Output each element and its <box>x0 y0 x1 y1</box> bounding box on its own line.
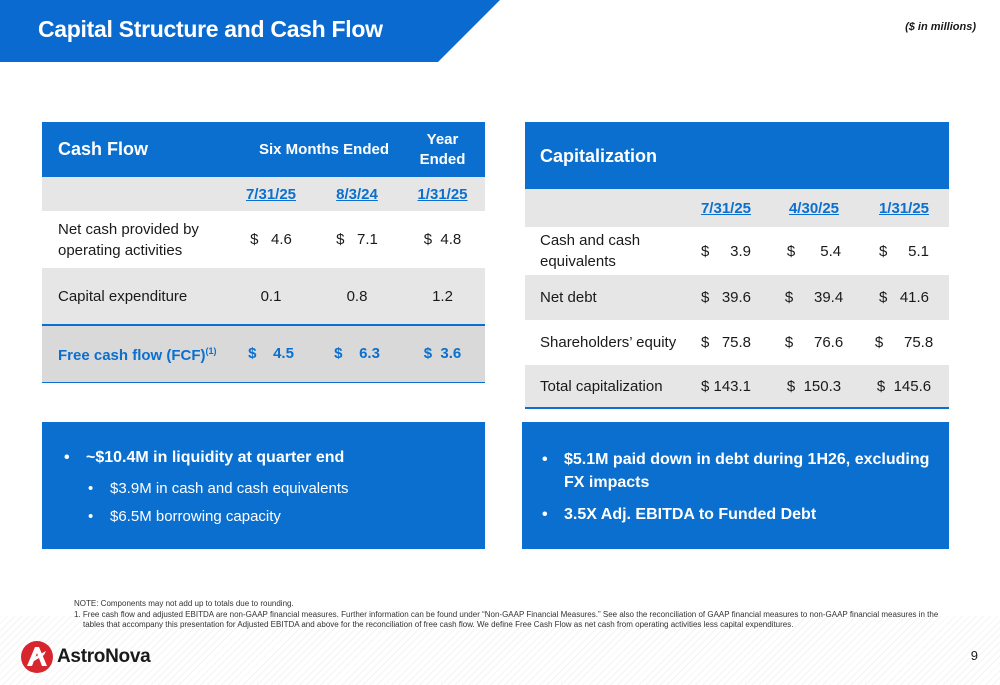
sub-bullet-item: • $3.9M in cash and cash equivalents <box>88 478 348 500</box>
cell-value: $ 145.6 <box>859 365 949 409</box>
bullet-text: 3.5X Adj. EBITDA to Funded Debt <box>564 506 817 523</box>
bullet-dot-icon: • <box>88 508 94 525</box>
title-band-shape <box>0 0 500 62</box>
page-title: Capital Structure and Cash Flow <box>38 16 383 42</box>
liquidity-callout: • ~$10.4M in liquidity at quarter end • … <box>42 422 485 549</box>
row-label: Net cash provided by operating activitie… <box>42 211 228 268</box>
row-label: Capital expenditure <box>42 268 228 326</box>
rounding-note: NOTE: Components may not add up to total… <box>74 599 294 608</box>
bullet-text: ~$10.4M in liquidity at quarter end <box>86 449 345 466</box>
date-header: 4/30/25 <box>769 189 859 227</box>
six-months-ended-header: Six Months Ended <box>228 122 400 177</box>
cell-value: $ 5.4 <box>786 242 842 260</box>
table-row: Capital expenditure 0.1 0.8 1.2 <box>42 268 485 326</box>
date-header: 8/3/24 <box>314 177 400 211</box>
row-label-line: Cash and cash <box>540 232 641 249</box>
cell-value: $ 3.9 <box>700 242 752 260</box>
cash-flow-date-row: 7/31/25 8/3/24 1/31/25 <box>42 177 485 211</box>
bullet-dot-icon: • <box>88 480 94 497</box>
footer-pattern <box>0 616 1000 685</box>
table-row-total: Free cash flow (FCF)(1) $ 4.5 $ 6.3 $ 3.… <box>42 325 485 383</box>
cell-value: 1.2 <box>400 268 485 326</box>
cell-value: $ 6.3 <box>314 325 400 383</box>
cell-value: 0.1 <box>228 268 314 326</box>
logo-text: AstroNova <box>57 646 151 667</box>
row-label: Free cash flow (FCF)(1) <box>42 325 228 383</box>
capitalization-header-row: Capitalization <box>525 122 949 189</box>
footnote-1: 1. Free cash flow and adjusted EBITDA ar… <box>74 609 939 630</box>
cell-value: $ 76.6 <box>784 334 844 351</box>
row-label: Shareholders’ equity <box>540 334 677 351</box>
row-label: Net debt <box>525 275 683 320</box>
year-ended-header: Year Ended <box>400 122 485 177</box>
units-note: ($ in millions) <box>905 21 976 33</box>
bullet-item: • $5.1M paid down in debt during 1H26, e… <box>542 448 929 494</box>
cell-value: $ 41.6 <box>859 275 949 320</box>
capitalization-date-row: 7/31/25 4/30/25 1/31/25 <box>525 189 949 227</box>
bullet-item: • 3.5X Adj. EBITDA to Funded Debt <box>542 503 816 526</box>
cell-value: 0.8 <box>314 268 400 326</box>
cell-value: $ 75.8 <box>700 334 752 351</box>
cell-value: $ 4.8 <box>423 231 462 248</box>
bullet-dot-icon: • <box>64 449 70 466</box>
astronova-logo-icon <box>21 641 53 673</box>
cell-value: $ 7.1 <box>336 231 378 248</box>
year-ended-line-2: Ended <box>419 150 466 168</box>
bullet-text: $6.5M borrowing capacity <box>110 508 281 525</box>
footnote-marker: (1) <box>205 346 217 357</box>
debt-callout: • $5.1M paid down in debt during 1H26, e… <box>522 422 949 549</box>
table-row-total: Total capitalization $ 143.1 $ 150.3 $ 1… <box>525 365 949 409</box>
date-header: 1/31/25 <box>400 177 485 211</box>
bullet-text-line: $5.1M paid down in debt during 1H26, exc… <box>564 451 930 468</box>
cell-value: $ 4.5 <box>228 325 314 383</box>
date-header: 7/31/25 <box>228 177 314 211</box>
capitalization-table: Capitalization 7/31/25 4/30/25 1/31/25 C… <box>525 122 949 409</box>
sub-bullet-item: • $6.5M borrowing capacity <box>88 506 281 528</box>
row-label-text: Free cash flow (FCF) <box>58 347 206 365</box>
cell-value: $ 143.1 <box>683 365 769 409</box>
table-row: Net debt $ 39.6 $ 39.4 $ 41.6 <box>525 275 949 320</box>
footnotes: NOTE: Components may not add up to total… <box>74 599 944 631</box>
cash-flow-header-row: Cash Flow Six Months Ended Year Ended <box>42 122 485 177</box>
cell-value: $ 39.4 <box>769 275 859 320</box>
cell-value: $ 3.6 <box>400 325 485 383</box>
bullet-text-line: FX impacts <box>564 474 650 491</box>
row-label: Cash and cash equivalents <box>525 227 683 275</box>
cell-value: $ 5.1 <box>878 242 930 260</box>
capitalization-title: Capitalization <box>525 122 949 189</box>
table-row: Cash and cash equivalents $ 3.9 $ 5.4 $ … <box>525 227 949 275</box>
cash-flow-title: Cash Flow <box>42 122 228 177</box>
cell-value: $ 75.8 <box>874 334 934 351</box>
bullet-text: $3.9M in cash and cash equivalents <box>110 480 349 497</box>
date-row-spacer <box>42 177 228 211</box>
row-label-line: operating activities <box>58 241 183 259</box>
bullet-dot-icon: • <box>542 506 548 523</box>
cash-flow-table: Cash Flow Six Months Ended Year Ended 7/… <box>42 122 485 383</box>
bullet-dot-icon: • <box>542 451 548 468</box>
row-label: Total capitalization <box>525 365 683 409</box>
year-ended-line-1: Year <box>426 130 459 148</box>
company-logo: AstroNova <box>20 640 151 674</box>
bullet-item: • ~$10.4M in liquidity at quarter end <box>64 446 344 469</box>
date-header: 7/31/25 <box>683 189 769 227</box>
row-label-line: Net cash provided by <box>58 220 199 238</box>
page-number: 9 <box>970 648 978 663</box>
date-row-spacer <box>525 189 683 227</box>
table-row: Shareholders’ equity $ 75.8 $ 76.6 $ 75.… <box>525 320 949 365</box>
title-band: Capital Structure and Cash Flow <box>0 0 500 62</box>
cell-value: $ 4.6 <box>250 231 292 248</box>
cell-value: $ 39.6 <box>683 275 769 320</box>
row-label-line: equivalents <box>540 253 616 270</box>
table-row: Net cash provided by operating activitie… <box>42 211 485 268</box>
date-header: 1/31/25 <box>859 189 949 227</box>
cell-value: $ 150.3 <box>769 365 859 409</box>
bullet-text: $5.1M paid down in debt during 1H26, exc… <box>564 448 929 494</box>
